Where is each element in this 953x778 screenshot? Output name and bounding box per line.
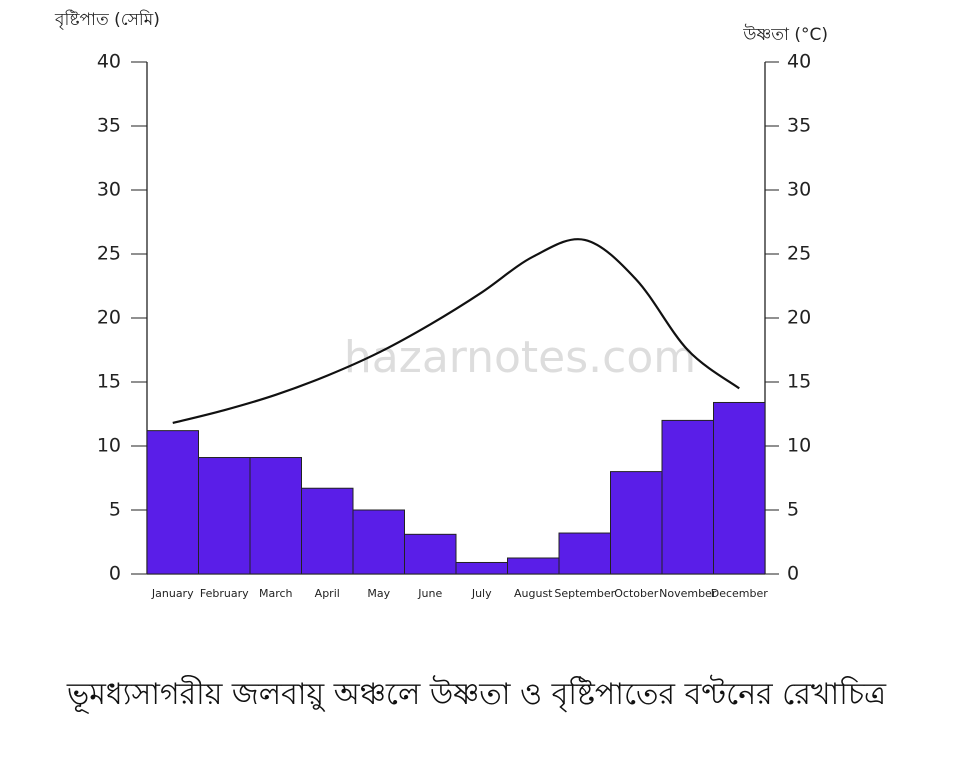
x-tick-label: September: [554, 587, 615, 600]
bar: [610, 471, 663, 575]
bar: [146, 430, 199, 575]
y2-tick-label: 5: [787, 499, 799, 521]
y-tick-label: 30: [97, 179, 121, 201]
y2-tick-label: 40: [787, 51, 811, 73]
x-tick-label: November: [659, 587, 717, 600]
x-tick-label: June: [417, 587, 442, 600]
y2-tick-label: 20: [787, 307, 811, 329]
chart: বৃষ্টিপাত (সেমি) উষ্ণতা (°C) hazarnotes.…: [54, 9, 828, 600]
bar: [301, 487, 354, 575]
x-tick-label: October: [614, 587, 658, 600]
x-tick-label: April: [315, 587, 340, 600]
bar: [249, 457, 302, 575]
bar: [558, 532, 611, 575]
x-tick-label: December: [711, 587, 769, 600]
y2-tick-label: 35: [787, 115, 811, 137]
y-tick-label: 40: [97, 51, 121, 73]
x-tick-label: August: [514, 587, 553, 600]
x-tick-label: March: [259, 587, 293, 600]
y2-tick-label: 15: [787, 371, 811, 393]
bar: [713, 401, 766, 575]
bar: [404, 533, 457, 575]
y-tick-label: 35: [97, 115, 121, 137]
y2-tick-label: 25: [787, 243, 811, 265]
bar: [455, 561, 508, 575]
x-tick-label: May: [367, 587, 390, 600]
y2-tick-label: 10: [787, 435, 811, 457]
bar: [352, 509, 405, 575]
bar: [507, 557, 560, 575]
y2-tick-label: 30: [787, 179, 811, 201]
bar: [661, 419, 714, 575]
y2-axis-title: উষ্ণতা (°C): [742, 24, 828, 45]
bar: [198, 457, 251, 575]
y-tick-label: 5: [109, 499, 121, 521]
y-tick-label: 20: [97, 307, 121, 329]
line: [172, 238, 740, 425]
y-tick-label: 0: [109, 563, 121, 585]
x-tick-label: January: [151, 587, 194, 600]
y-tick-label: 10: [97, 435, 121, 457]
y-tick-label: 15: [97, 371, 121, 393]
y-tick-label: 25: [97, 243, 121, 265]
y-axis-title: বৃষ্টিপাত (সেমি): [54, 9, 160, 30]
x-tick-label: February: [200, 587, 249, 600]
x-tick-label: July: [471, 587, 492, 600]
y2-tick-label: 0: [787, 563, 799, 585]
caption: ভূমধ্যসাগরীয় জলবায়ু অঞ্চলে উষ্ণতা ও বৃ…: [66, 677, 887, 712]
watermark: hazarnotes.com: [344, 332, 696, 383]
